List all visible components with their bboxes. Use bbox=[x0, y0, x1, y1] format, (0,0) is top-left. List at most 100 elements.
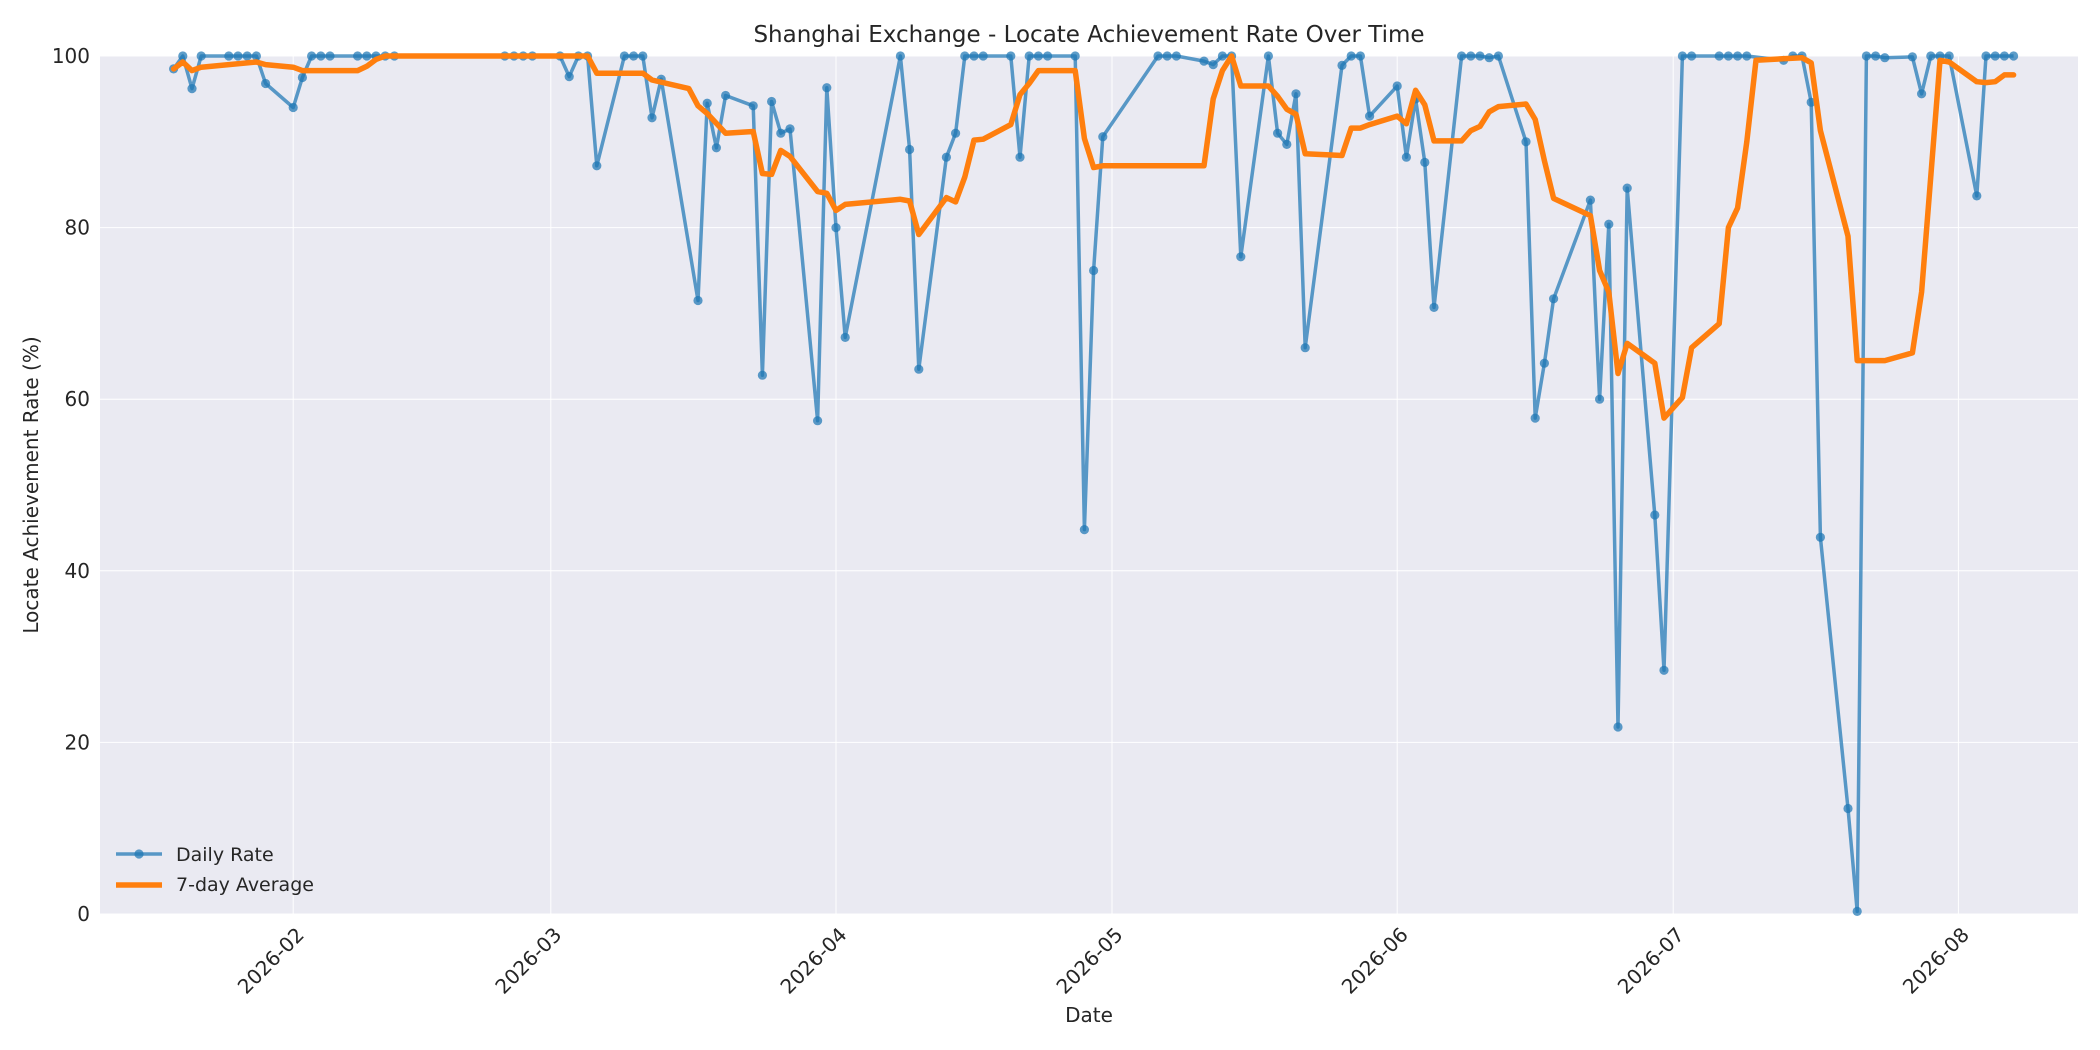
legend-daily-marker bbox=[134, 849, 144, 859]
daily-rate-point bbox=[1944, 51, 1954, 61]
daily-rate-point bbox=[1273, 128, 1283, 138]
daily-rate-point bbox=[1033, 51, 1043, 61]
daily-rate-point bbox=[840, 332, 850, 342]
x-tick-label: 2026-07 bbox=[1613, 923, 1689, 999]
daily-rate-point bbox=[1871, 51, 1881, 61]
daily-rate-point bbox=[905, 144, 915, 155]
daily-rate-point bbox=[914, 364, 924, 374]
daily-rate-point bbox=[1981, 51, 1991, 61]
daily-rate-point bbox=[307, 51, 317, 61]
daily-rate-point bbox=[1217, 51, 1227, 61]
daily-rate-point bbox=[951, 128, 961, 138]
daily-rate-point bbox=[297, 72, 307, 83]
daily-rate-point bbox=[721, 90, 731, 101]
daily-rate-point bbox=[1162, 51, 1172, 61]
daily-rate-point bbox=[619, 51, 630, 61]
daily-rate-point bbox=[1521, 137, 1531, 147]
seven-day-average-line bbox=[170, 53, 2017, 421]
daily-rate-point bbox=[1401, 152, 1411, 162]
daily-rate-point bbox=[316, 51, 326, 61]
daily-rate-point bbox=[702, 98, 712, 108]
y-tick-label: 80 bbox=[65, 216, 90, 240]
x-tick-label: 2026-04 bbox=[775, 923, 851, 999]
daily-rate-point bbox=[1604, 219, 1614, 229]
daily-rate-point bbox=[1024, 51, 1034, 61]
x-tick-label: 2026-02 bbox=[233, 923, 309, 999]
daily-rate-point bbox=[1300, 343, 1310, 353]
daily-rate-point bbox=[1742, 51, 1752, 61]
daily-rate-point bbox=[233, 51, 243, 61]
daily-rate-point bbox=[1622, 183, 1632, 193]
daily-rate-point bbox=[1355, 51, 1365, 61]
daily-rate-point bbox=[776, 128, 786, 138]
daily-rate-point bbox=[1990, 51, 2000, 61]
daily-rate-point bbox=[196, 51, 206, 61]
daily-rate-point bbox=[1484, 53, 1494, 63]
y-tick-label: 100 bbox=[52, 44, 90, 68]
daily-rate-point bbox=[1089, 265, 1099, 276]
daily-rate-point bbox=[748, 101, 758, 111]
daily-rate-point bbox=[1392, 81, 1402, 91]
daily-rate-point bbox=[1015, 152, 1025, 162]
daily-rate-point bbox=[1549, 294, 1559, 304]
daily-rate-point bbox=[1972, 191, 1982, 201]
daily-rate-point bbox=[1098, 132, 1108, 142]
daily-rate-point bbox=[895, 51, 906, 61]
daily-rate-point bbox=[1595, 394, 1605, 404]
y-tick-label: 40 bbox=[65, 559, 90, 583]
legend: Daily Rate 7-day Average bbox=[116, 844, 314, 896]
daily-rate-point bbox=[251, 51, 261, 61]
daily-rate-point bbox=[1880, 53, 1890, 63]
y-tick-label: 60 bbox=[65, 387, 90, 411]
daily-rate-point bbox=[1429, 302, 1439, 312]
daily-rate-point bbox=[960, 51, 970, 61]
daily-rate-point bbox=[1070, 51, 1080, 61]
daily-rate-point bbox=[1236, 252, 1246, 262]
daily-rate-point bbox=[1687, 51, 1697, 61]
daily-rate-point bbox=[564, 72, 574, 82]
daily-rate-point bbox=[969, 51, 979, 61]
daily-rate-point bbox=[767, 96, 777, 107]
daily-rate-point bbox=[1043, 51, 1053, 61]
daily-rate-point bbox=[1337, 60, 1347, 70]
daily-rate-point bbox=[288, 102, 298, 113]
daily-rate-point bbox=[822, 83, 832, 93]
daily-rate-point bbox=[813, 416, 823, 426]
seven-day-average-series bbox=[170, 53, 2017, 421]
daily-rate-point bbox=[178, 51, 188, 61]
daily-rate-point bbox=[1723, 51, 1733, 61]
x-axis-label: Date bbox=[1065, 1003, 1113, 1027]
daily-rate-point bbox=[1613, 722, 1623, 732]
x-axis-ticks: 2026-02 2026-03 2026-04 2026-05 2026-06 2026-… bbox=[233, 923, 1974, 999]
legend-daily-label: Daily Rate bbox=[176, 844, 274, 866]
x-tick-label: 2026-06 bbox=[1337, 923, 1413, 999]
y-tick-label: 0 bbox=[77, 902, 90, 926]
daily-rate-point bbox=[711, 143, 722, 153]
daily-rate-point bbox=[261, 78, 271, 89]
y-axis-label: Locate Achievement Rate (%) bbox=[19, 336, 43, 633]
daily-rate-point bbox=[978, 51, 988, 61]
daily-rate-point bbox=[1263, 51, 1273, 61]
daily-rate-point bbox=[1079, 525, 1089, 535]
daily-rate-point bbox=[693, 295, 703, 306]
daily-rate-point bbox=[1171, 51, 1181, 61]
daily-rate-point bbox=[1006, 51, 1016, 61]
daily-rate-point bbox=[187, 84, 197, 94]
y-axis-ticks: 0 20 40 60 80 100 bbox=[52, 44, 90, 926]
daily-rate-point bbox=[2009, 51, 2019, 61]
daily-rate-point bbox=[1493, 51, 1503, 61]
daily-rate-point bbox=[592, 161, 602, 171]
daily-rate-point bbox=[1852, 906, 1862, 917]
daily-rate-point bbox=[1291, 89, 1301, 99]
daily-rate-point bbox=[1861, 51, 1871, 61]
daily-rate-point bbox=[941, 152, 952, 162]
daily-rate-point bbox=[831, 223, 841, 233]
daily-rate-point bbox=[1199, 56, 1209, 66]
daily-rate-point bbox=[1677, 51, 1687, 61]
daily-rate-point bbox=[353, 51, 363, 61]
daily-rate-point bbox=[1999, 51, 2009, 61]
daily-rate-point bbox=[1420, 157, 1430, 167]
daily-rate-point bbox=[1208, 60, 1218, 70]
daily-rate-point bbox=[1365, 111, 1375, 121]
daily-rate-point bbox=[757, 370, 768, 380]
